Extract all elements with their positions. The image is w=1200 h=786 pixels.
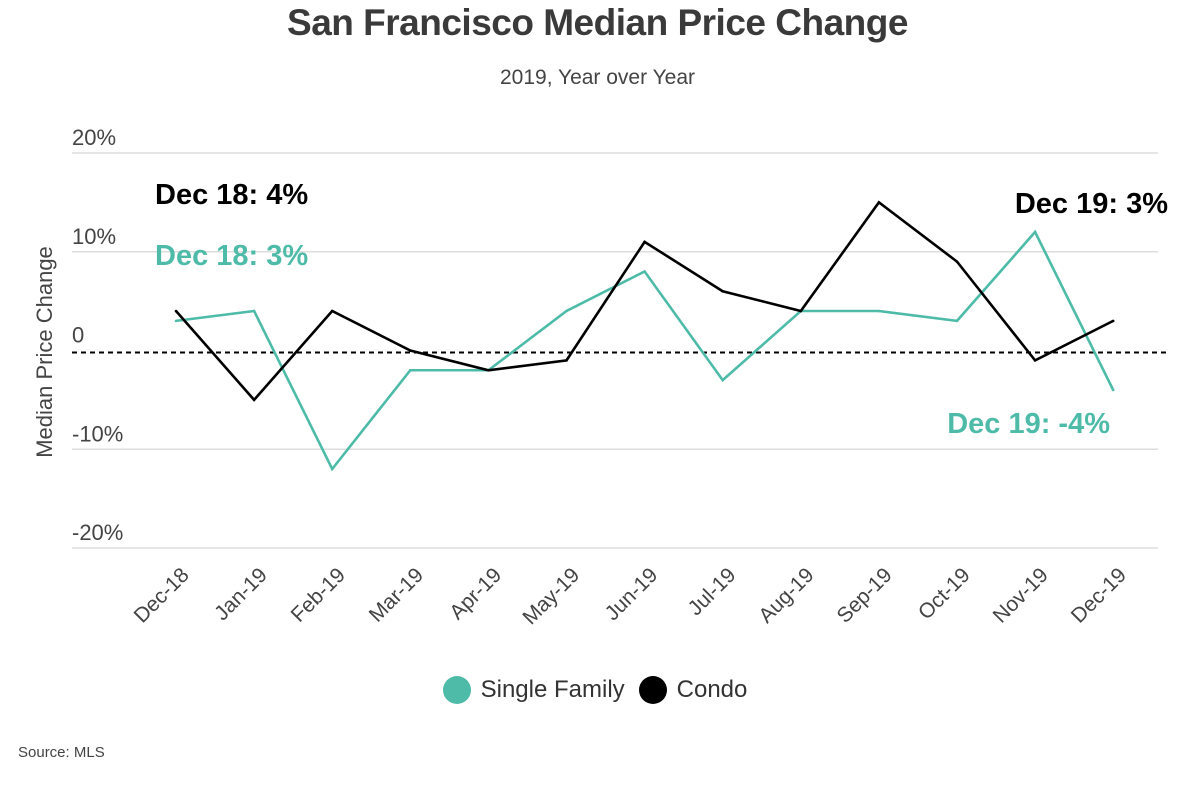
legend-item-condo[interactable]: Condo <box>638 676 748 704</box>
source-note: Source: MLS <box>18 744 105 761</box>
data-point[interactable] <box>643 240 646 244</box>
data-point[interactable] <box>409 349 412 352</box>
x-tick-label: Jun-19 <box>601 563 663 625</box>
x-tick-label: Dec-18 <box>130 563 194 627</box>
chart-title: San Francisco Median Price Change <box>287 2 908 43</box>
x-tick-label: Mar-19 <box>365 563 428 626</box>
legend-item-single-family[interactable]: Single Family <box>442 676 625 704</box>
grid-lines <box>72 152 1168 549</box>
legend-label-condo: Condo <box>676 676 748 703</box>
x-tick-label: Aug-19 <box>754 563 818 627</box>
x-tick-label: Apr-19 <box>445 563 506 624</box>
data-point[interactable] <box>955 260 959 263</box>
data-point[interactable] <box>330 467 334 471</box>
y-tick-label: -20% <box>72 520 123 545</box>
chart-subtitle: 2019, Year over Year <box>499 66 695 89</box>
annotations: Dec 18: 4% Dec 18: 3% Dec 19: 3% Dec 19: -4… <box>155 179 1168 440</box>
x-tick-label: Feb-19 <box>287 563 350 626</box>
data-point[interactable] <box>799 309 803 313</box>
data-point[interactable] <box>1111 388 1115 392</box>
series-line-condo <box>175 200 1114 402</box>
x-tick-label: Jan-19 <box>210 563 272 625</box>
y-tick-label: 20% <box>72 125 116 150</box>
x-tick-label: Oct-19 <box>914 563 975 624</box>
data-point[interactable] <box>565 359 568 362</box>
data-point[interactable] <box>409 368 412 372</box>
data-point[interactable] <box>721 289 724 293</box>
data-point[interactable] <box>174 309 178 313</box>
y-tick-label: 0 <box>72 323 84 348</box>
data-point[interactable] <box>330 309 334 313</box>
annotation-label: Dec 18: 3% <box>155 240 308 272</box>
x-tick-label: Sep-19 <box>832 563 896 627</box>
x-tick-label: May-19 <box>518 563 584 629</box>
data-point[interactable] <box>487 368 490 372</box>
y-tick-label: 10% <box>72 224 116 249</box>
legend-label-single-family: Single Family <box>480 676 625 703</box>
annotation-label: Dec 18: 4% <box>155 179 308 211</box>
x-tick-label: Nov-19 <box>989 563 1053 627</box>
data-point[interactable] <box>877 309 881 313</box>
data-point[interactable] <box>877 201 881 204</box>
data-point[interactable] <box>565 309 568 313</box>
data-point[interactable] <box>1111 319 1115 323</box>
data-point[interactable] <box>1033 359 1037 362</box>
x-tick-label: Dec-19 <box>1067 563 1131 627</box>
data-point[interactable] <box>1033 230 1037 234</box>
y-tick-label: -10% <box>72 421 123 446</box>
annotation-label: Dec 19: -4% <box>947 408 1110 440</box>
legend-swatch-condo <box>638 676 667 704</box>
y-axis-ticks: 20% 10% 0 -10% -20% <box>72 125 123 545</box>
data-point[interactable] <box>174 319 178 323</box>
data-point[interactable] <box>955 319 959 323</box>
legend-swatch-single-family <box>442 676 471 704</box>
data-point[interactable] <box>643 270 646 273</box>
x-tick-label: Jul-19 <box>684 563 741 620</box>
data-point[interactable] <box>252 309 256 313</box>
legend: Single Family Condo <box>0 676 1190 704</box>
series-lines <box>174 200 1115 472</box>
data-point[interactable] <box>721 378 724 382</box>
data-point[interactable] <box>252 398 256 402</box>
annotation-label: Dec 19: 3% <box>1015 188 1168 220</box>
x-axis-ticks: Dec-18 Jan-19 Feb-19 Mar-19 Apr-19 May-19 Jun-… <box>130 563 1131 629</box>
y-axis-label: Median Price Change <box>32 246 57 458</box>
